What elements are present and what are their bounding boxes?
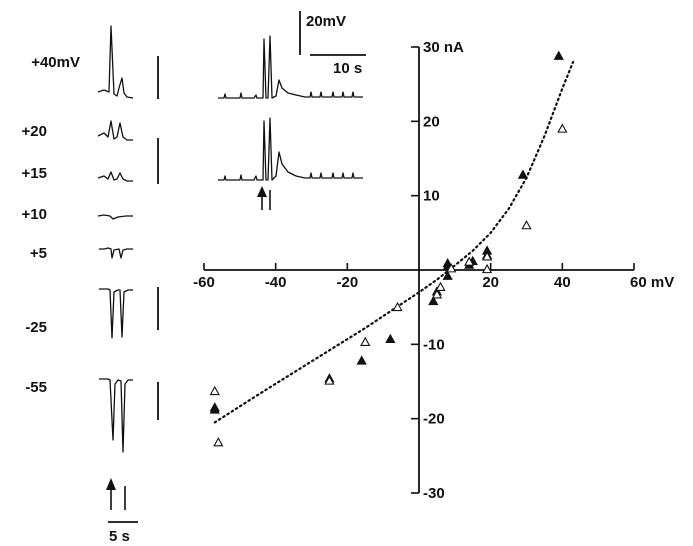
data-point-open xyxy=(431,289,443,299)
x-tick-label: -60 xyxy=(193,274,215,291)
data-point-open xyxy=(324,375,335,385)
data-point-open xyxy=(360,336,371,347)
y-tick-label: 10 xyxy=(423,188,440,205)
voltage-label-plus40: +40mV xyxy=(31,54,80,71)
inset-trace-upper xyxy=(218,35,363,99)
voltage-label-plus10: +10 xyxy=(22,206,47,223)
x-tick-label: 60 mV xyxy=(630,274,674,291)
voltage-label-plus20: +20 xyxy=(22,123,47,140)
data-point-open xyxy=(213,437,224,447)
x-tick-label: 40 xyxy=(554,274,571,291)
trace-minus25 xyxy=(99,288,133,339)
inset-trace-lower xyxy=(218,117,363,181)
data-point-filled xyxy=(428,295,439,306)
y-tick-label: 20 xyxy=(423,113,440,130)
voltage-labels: +40mV +20 +15 +10 +5 -25 -55 xyxy=(22,54,80,396)
data-point-open xyxy=(209,385,220,396)
data-point-open xyxy=(392,301,403,312)
data-point-filled xyxy=(385,333,396,344)
voltage-label-minus25: -25 xyxy=(25,319,47,336)
data-point-open xyxy=(521,220,532,230)
data-point-filled xyxy=(517,169,529,179)
data-point-filled xyxy=(553,50,564,60)
trace-plus40 xyxy=(97,25,134,99)
data-point-open xyxy=(557,123,568,133)
inset: 20mV 10 s xyxy=(218,11,366,210)
trace-plus10 xyxy=(97,214,133,220)
x-tick-label: -40 xyxy=(265,274,287,291)
stimulus-marker-inset xyxy=(257,186,271,210)
y-tick-label: -20 xyxy=(423,411,445,428)
series-open-triangles xyxy=(209,123,568,447)
plot-axes xyxy=(204,47,634,493)
data-point-open xyxy=(464,256,475,266)
x-tick-label: -20 xyxy=(336,274,358,291)
fit-curve xyxy=(213,60,575,424)
data-point-filled xyxy=(442,270,453,280)
trace-plus20 xyxy=(97,120,133,141)
y-tick-label: -10 xyxy=(423,336,445,353)
series-filled-triangles xyxy=(209,50,564,414)
data-point-open xyxy=(481,251,493,261)
y-tick-label: -30 xyxy=(423,485,445,502)
inset-time-scale-label: 10 s xyxy=(333,60,362,77)
inset-voltage-scale-label: 20mV xyxy=(306,13,346,30)
plot-tick-labels: -60 -40 -20 20 40 60 mV 30 nA 20 10 -10 -20 -30 xyxy=(193,39,674,502)
data-point-open xyxy=(481,263,493,274)
voltage-label-plus5: +5 xyxy=(30,245,47,262)
trace-minus55 xyxy=(99,378,133,453)
data-point-filled xyxy=(209,404,220,414)
time-scale-label-left: 5 s xyxy=(109,528,130,545)
data-point-open xyxy=(446,263,457,273)
iv-plot: -60 -40 -20 20 40 60 mV 30 nA 20 10 -10 -20 -30 xyxy=(193,39,674,502)
arrow-up-icon xyxy=(257,186,267,197)
voltage-label-plus15: +15 xyxy=(22,165,47,182)
trace-plus5 xyxy=(99,247,133,259)
x-tick-label: 20 xyxy=(482,274,499,291)
plot-ticks xyxy=(203,46,635,494)
voltage-label-minus55: -55 xyxy=(25,379,47,396)
arrow-up-icon xyxy=(106,478,116,490)
current-traces xyxy=(97,25,134,453)
data-point-open xyxy=(435,281,446,292)
data-point-filled xyxy=(442,257,453,268)
data-point-filled xyxy=(356,355,367,365)
y-tick-label: 30 nA xyxy=(423,39,464,56)
stimulus-marker-left xyxy=(106,478,126,510)
trace-plus15 xyxy=(97,171,133,182)
